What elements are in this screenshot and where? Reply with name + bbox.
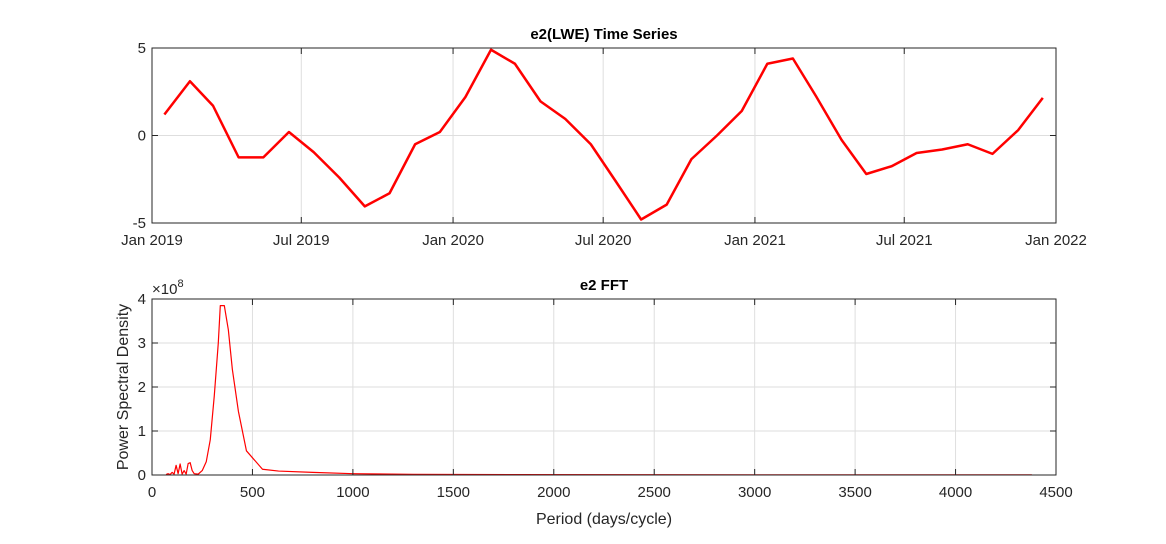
fft-x-axis-label: Period (days/cycle) bbox=[536, 511, 672, 528]
fft-y-tick-label: 2 bbox=[138, 379, 146, 396]
fft-x-tick-label: 2500 bbox=[638, 484, 671, 501]
timeseries-x-tick-label: Jan 2020 bbox=[422, 232, 484, 249]
fft-x-tick-label: 0 bbox=[148, 484, 156, 501]
timeseries-x-tick-label: Jul 2020 bbox=[575, 232, 632, 249]
timeseries-title: e2(LWE) Time Series bbox=[530, 26, 677, 43]
fft-x-tick-label: 1000 bbox=[336, 484, 369, 501]
fft-y-tick-label: 1 bbox=[138, 423, 146, 440]
fft-y-exponent-power: 8 bbox=[177, 278, 183, 290]
fft-x-tick-label: 3500 bbox=[838, 484, 871, 501]
fft-y-exponent-base: ×10 bbox=[152, 281, 177, 298]
timeseries-plot: Jan 2019 Jul 2019 Jan 2020 Jul 2020 Jan 2021… bbox=[121, 26, 1087, 249]
timeseries-x-ticks: Jan 2019 Jul 2019 Jan 2020 Jul 2020 Jan 2021… bbox=[121, 48, 1087, 249]
fft-y-tick-label: 4 bbox=[138, 291, 146, 308]
fft-y-axis-label: Power Spectral Density bbox=[115, 304, 132, 470]
fft-x-ticks: 0 500 1000 1500 2000 2500 3000 3500 4000 4500 bbox=[148, 299, 1073, 501]
timeseries-x-tick-label: Jan 2021 bbox=[724, 232, 786, 249]
fft-x-tick-label: 1500 bbox=[437, 484, 470, 501]
timeseries-series-line bbox=[163, 48, 1044, 221]
fft-y-exponent: ×108 bbox=[152, 278, 184, 298]
timeseries-y-tick-label: 0 bbox=[138, 128, 146, 145]
fft-x-tick-label: 4500 bbox=[1039, 484, 1072, 501]
timeseries-y-tick-label: 5 bbox=[138, 40, 146, 57]
fft-y-tick-label: 0 bbox=[138, 467, 146, 484]
fft-x-tick-label: 3000 bbox=[738, 484, 771, 501]
timeseries-y-ticks: -5 0 5 bbox=[133, 40, 1056, 232]
timeseries-x-tick-label: Jan 2019 bbox=[121, 232, 183, 249]
timeseries-x-tick-label: Jul 2019 bbox=[273, 232, 330, 249]
fft-x-tick-label: 500 bbox=[240, 484, 265, 501]
timeseries-x-tick-label: Jan 2022 bbox=[1025, 232, 1087, 249]
fft-title: e2 FFT bbox=[580, 277, 628, 294]
timeseries-y-tick-label: -5 bbox=[133, 215, 146, 232]
fft-x-tick-label: 2000 bbox=[537, 484, 570, 501]
fft-plot: 0 500 1000 1500 2000 2500 3000 3500 4000 4500 0 1 2… bbox=[115, 277, 1073, 528]
fft-y-ticks: 0 1 2 3 4 bbox=[138, 291, 1056, 484]
fft-x-tick-label: 4000 bbox=[939, 484, 972, 501]
fft-y-tick-label: 3 bbox=[138, 335, 146, 352]
timeseries-x-tick-label: Jul 2021 bbox=[876, 232, 933, 249]
